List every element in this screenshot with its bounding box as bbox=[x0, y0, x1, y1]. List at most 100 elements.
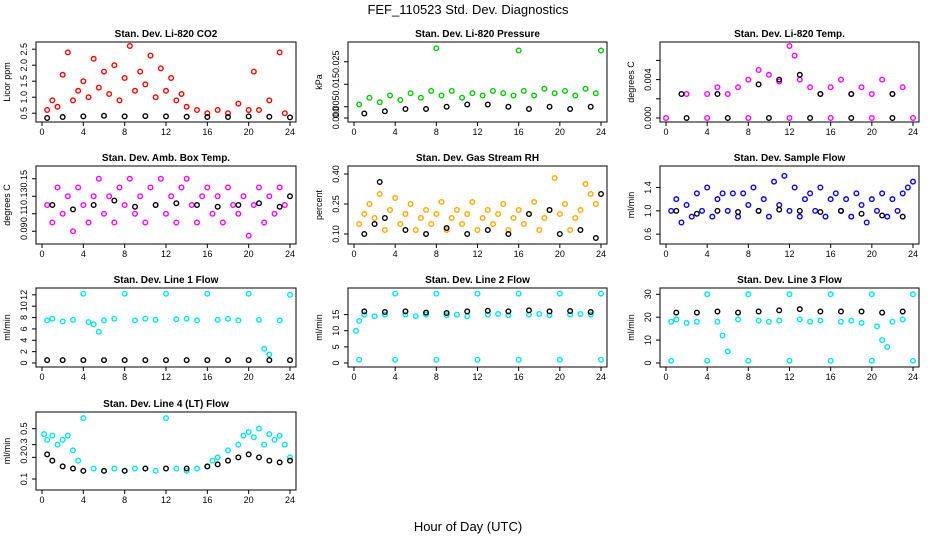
data-point bbox=[69, 97, 76, 104]
data-point bbox=[709, 213, 716, 220]
y-tick-label: 10 bbox=[19, 301, 29, 311]
x-tick-label: 20 bbox=[244, 249, 254, 259]
data-point bbox=[162, 415, 169, 422]
data-point bbox=[266, 457, 273, 464]
data-point bbox=[376, 99, 383, 106]
data-point bbox=[353, 327, 360, 334]
data-point bbox=[827, 114, 834, 121]
data-point bbox=[183, 467, 190, 474]
data-point bbox=[245, 106, 252, 113]
x-tick-label: 12 bbox=[472, 372, 482, 382]
data-point bbox=[505, 312, 512, 319]
data-point bbox=[69, 465, 76, 472]
series-2 bbox=[44, 451, 294, 474]
y-tick-label: 0.000 bbox=[643, 107, 653, 130]
data-point bbox=[381, 226, 388, 233]
data-point bbox=[551, 90, 558, 97]
data-point bbox=[266, 357, 273, 364]
data-point bbox=[704, 357, 711, 364]
y-tick-label: 0.004 bbox=[643, 68, 653, 91]
data-point bbox=[796, 213, 803, 220]
series-2 bbox=[44, 357, 294, 364]
series-1 bbox=[353, 290, 605, 363]
data-point bbox=[69, 206, 76, 213]
data-point bbox=[44, 317, 51, 324]
data-point bbox=[760, 196, 767, 203]
data-point bbox=[868, 114, 875, 121]
data-point bbox=[673, 316, 680, 323]
y-tick-label: 0.2 bbox=[19, 451, 29, 464]
data-point bbox=[111, 62, 118, 69]
data-point bbox=[598, 190, 605, 197]
data-point bbox=[796, 207, 803, 214]
data-point bbox=[54, 103, 61, 110]
x-tick-label: 24 bbox=[908, 127, 918, 137]
x-tick-label: 8 bbox=[122, 495, 127, 505]
data-point bbox=[587, 103, 594, 110]
data-point bbox=[464, 210, 471, 217]
data-point bbox=[111, 465, 118, 472]
data-point bbox=[111, 219, 118, 226]
data-point bbox=[209, 457, 216, 464]
data-point bbox=[80, 201, 87, 208]
data-point bbox=[131, 210, 138, 217]
data-point bbox=[69, 316, 76, 323]
data-point bbox=[683, 201, 690, 208]
data-point bbox=[142, 315, 149, 322]
y-tick-label: 5 bbox=[331, 344, 341, 349]
data-point bbox=[224, 110, 231, 117]
data-point bbox=[587, 311, 594, 318]
data-point bbox=[412, 313, 419, 320]
data-point bbox=[356, 220, 363, 227]
data-point bbox=[356, 101, 363, 108]
data-point bbox=[162, 465, 169, 472]
y-axis-label: degrees C bbox=[626, 61, 636, 103]
data-point bbox=[755, 66, 762, 73]
data-point bbox=[745, 357, 752, 364]
data-point bbox=[402, 226, 409, 233]
y-tick-label: 6 bbox=[19, 326, 29, 331]
data-point bbox=[848, 317, 855, 324]
data-point bbox=[489, 220, 496, 227]
data-point bbox=[879, 76, 886, 83]
panel-title: Stan. Dev. Li-820 CO2 bbox=[115, 29, 218, 40]
x-tick-label: 16 bbox=[514, 372, 524, 382]
data-point bbox=[592, 90, 599, 97]
data-point bbox=[142, 219, 149, 226]
x-tick-label: 12 bbox=[472, 249, 482, 259]
data-point bbox=[126, 43, 133, 50]
data-point bbox=[704, 184, 711, 191]
data-point bbox=[266, 193, 273, 200]
data-point bbox=[889, 196, 896, 203]
data-point bbox=[536, 310, 543, 317]
data-point bbox=[868, 90, 875, 97]
data-point bbox=[193, 317, 200, 324]
panel-title: Stan. Dev. Line 2 Flow bbox=[425, 275, 530, 286]
data-point bbox=[428, 220, 435, 227]
data-point bbox=[459, 94, 466, 101]
data-point bbox=[704, 90, 711, 97]
data-point bbox=[796, 316, 803, 323]
figure-xlabel: Hour of Day (UTC) bbox=[414, 519, 522, 534]
y-axis-label: percent bbox=[314, 189, 324, 220]
data-point bbox=[256, 316, 263, 323]
data-point bbox=[822, 213, 829, 220]
panel-2: Stan. Dev. Li-820 Pressure kPa 0 4 8 12 16 20 24… bbox=[314, 29, 608, 137]
data-point bbox=[755, 207, 762, 214]
y-tick-label: 2.0 bbox=[19, 59, 29, 72]
y-tick-label: 10 bbox=[331, 326, 341, 336]
data-point bbox=[90, 201, 97, 208]
data-point bbox=[276, 317, 283, 324]
y-tick-label: 8 bbox=[19, 315, 29, 320]
data-point bbox=[745, 76, 752, 83]
data-point bbox=[224, 315, 231, 322]
y-axis-label: Licor ppm bbox=[2, 62, 12, 102]
data-point bbox=[469, 90, 476, 97]
data-point bbox=[183, 175, 190, 182]
data-point bbox=[495, 310, 502, 317]
data-point bbox=[44, 436, 51, 443]
data-point bbox=[889, 90, 896, 97]
x-tick-label: 0 bbox=[39, 249, 44, 259]
data-point bbox=[459, 220, 466, 227]
